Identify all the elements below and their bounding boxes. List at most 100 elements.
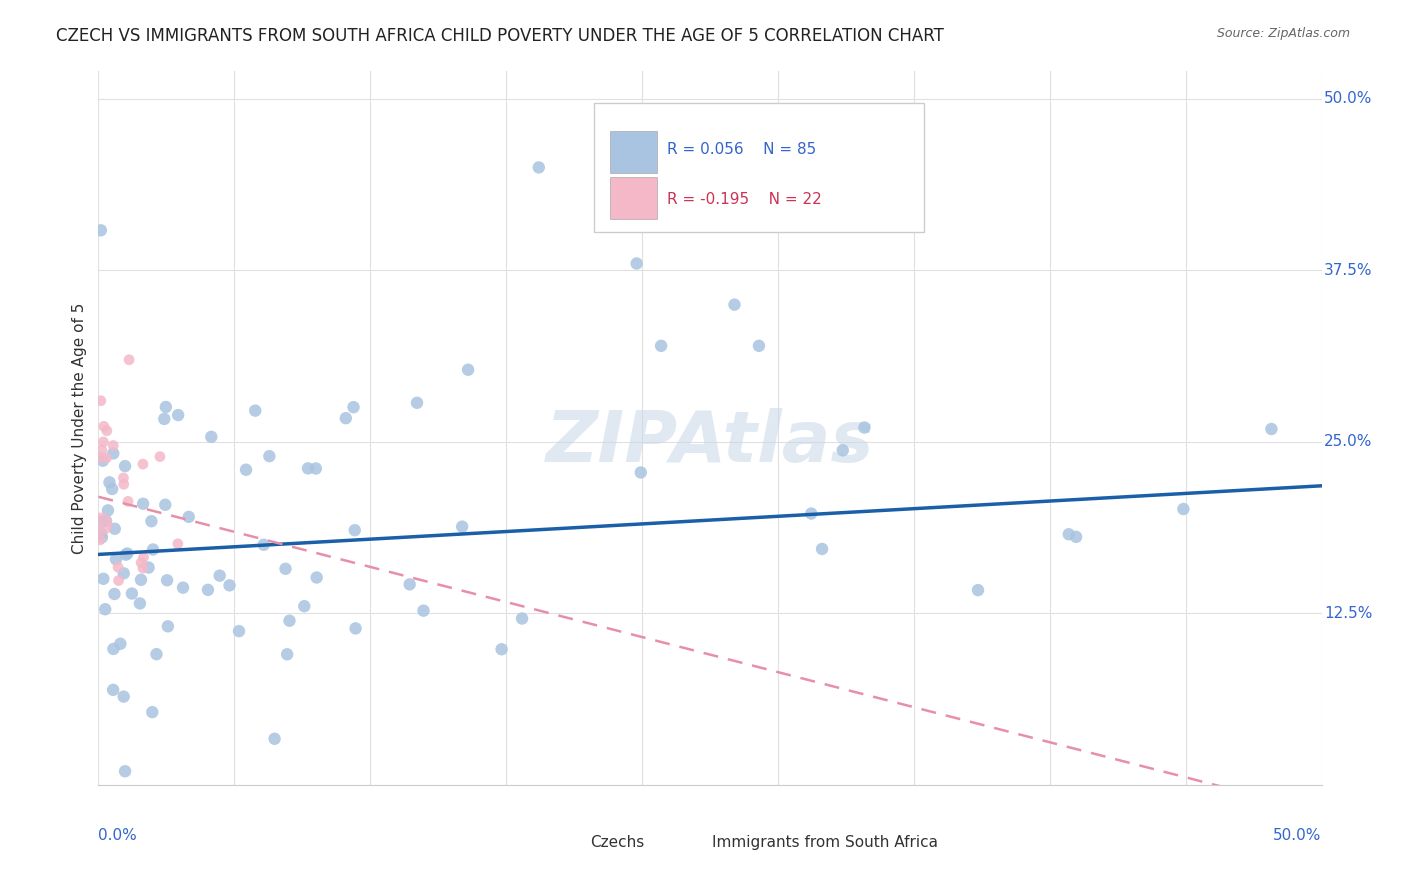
Point [89,533,111,547]
Point [112,690,135,704]
Point [112,471,135,485]
Point [93,572,115,586]
Point [412,604,434,618]
Point [200,430,222,444]
Point [845,187,868,202]
Point [263,731,285,746]
Text: R = 0.056    N = 85: R = 0.056 N = 85 [668,143,817,157]
Point [510,611,533,625]
Point [1173,502,1195,516]
Point [155,400,177,414]
FancyBboxPatch shape [671,826,706,858]
Point [398,577,420,591]
Point [650,339,672,353]
Point [91,434,114,449]
Point [491,642,513,657]
Point [141,705,163,719]
Point [292,599,315,614]
Text: Immigrants from South Africa: Immigrants from South Africa [713,835,938,849]
Point [800,507,823,521]
FancyBboxPatch shape [610,130,658,173]
Point [107,574,129,588]
Point [103,587,125,601]
Point [103,446,125,460]
Point [104,522,127,536]
Point [967,583,990,598]
Point [305,461,328,475]
Point [112,566,135,581]
Point [278,614,301,628]
Point [156,619,179,633]
Point [110,637,132,651]
Point [451,519,474,533]
FancyBboxPatch shape [548,826,583,858]
Point [723,298,745,312]
Point [132,497,155,511]
Point [335,411,357,425]
Point [114,459,136,474]
Text: 0.0%: 0.0% [98,828,138,843]
Text: CZECH VS IMMIGRANTS FROM SOUTH AFRICA CHILD POVERTY UNDER THE AGE OF 5 CORRELATI: CZECH VS IMMIGRANTS FROM SOUTH AFRICA CH… [56,27,943,45]
Point [141,514,163,528]
Point [98,475,121,490]
Point [90,515,112,529]
Point [96,450,118,465]
Point [142,542,165,557]
Text: Czechs: Czechs [591,835,644,849]
Point [259,449,281,463]
Point [166,537,188,551]
Point [197,582,219,597]
Point [253,538,276,552]
Point [274,562,297,576]
Point [114,548,136,562]
Point [1057,527,1080,541]
Point [94,514,117,528]
Point [114,764,136,779]
Point [103,641,125,656]
Point [177,509,200,524]
Point [129,573,152,587]
Point [132,457,155,471]
Point [90,517,112,532]
Point [97,503,120,517]
Point [90,223,112,237]
Point [90,526,112,541]
Point [118,352,141,367]
Point [90,442,112,457]
Point [276,647,298,661]
Text: 50.0%: 50.0% [1324,91,1372,106]
Point [235,463,257,477]
Point [89,450,111,465]
Point [811,541,834,556]
Point [156,574,179,588]
Point [153,412,176,426]
Point [626,256,648,270]
Point [831,443,853,458]
Point [172,581,194,595]
Point [90,530,112,544]
Point [245,403,267,417]
Point [343,523,366,537]
Point [406,396,429,410]
Point [527,161,550,175]
Point [342,400,364,414]
Point [297,461,319,475]
Y-axis label: Child Poverty Under the Age of 5: Child Poverty Under the Age of 5 [72,302,87,554]
Point [748,339,770,353]
Point [129,556,152,570]
Point [93,419,115,434]
Point [155,498,177,512]
Point [90,393,112,408]
Point [117,494,139,508]
Point [853,420,876,434]
Point [1260,422,1282,436]
Text: R = -0.195    N = 22: R = -0.195 N = 22 [668,193,823,207]
Point [96,424,118,438]
FancyBboxPatch shape [610,177,658,219]
Text: Source: ZipAtlas.com: Source: ZipAtlas.com [1216,27,1350,40]
Point [117,547,139,561]
Point [132,561,155,575]
Point [305,570,328,584]
Point [149,450,172,464]
Point [208,568,231,582]
